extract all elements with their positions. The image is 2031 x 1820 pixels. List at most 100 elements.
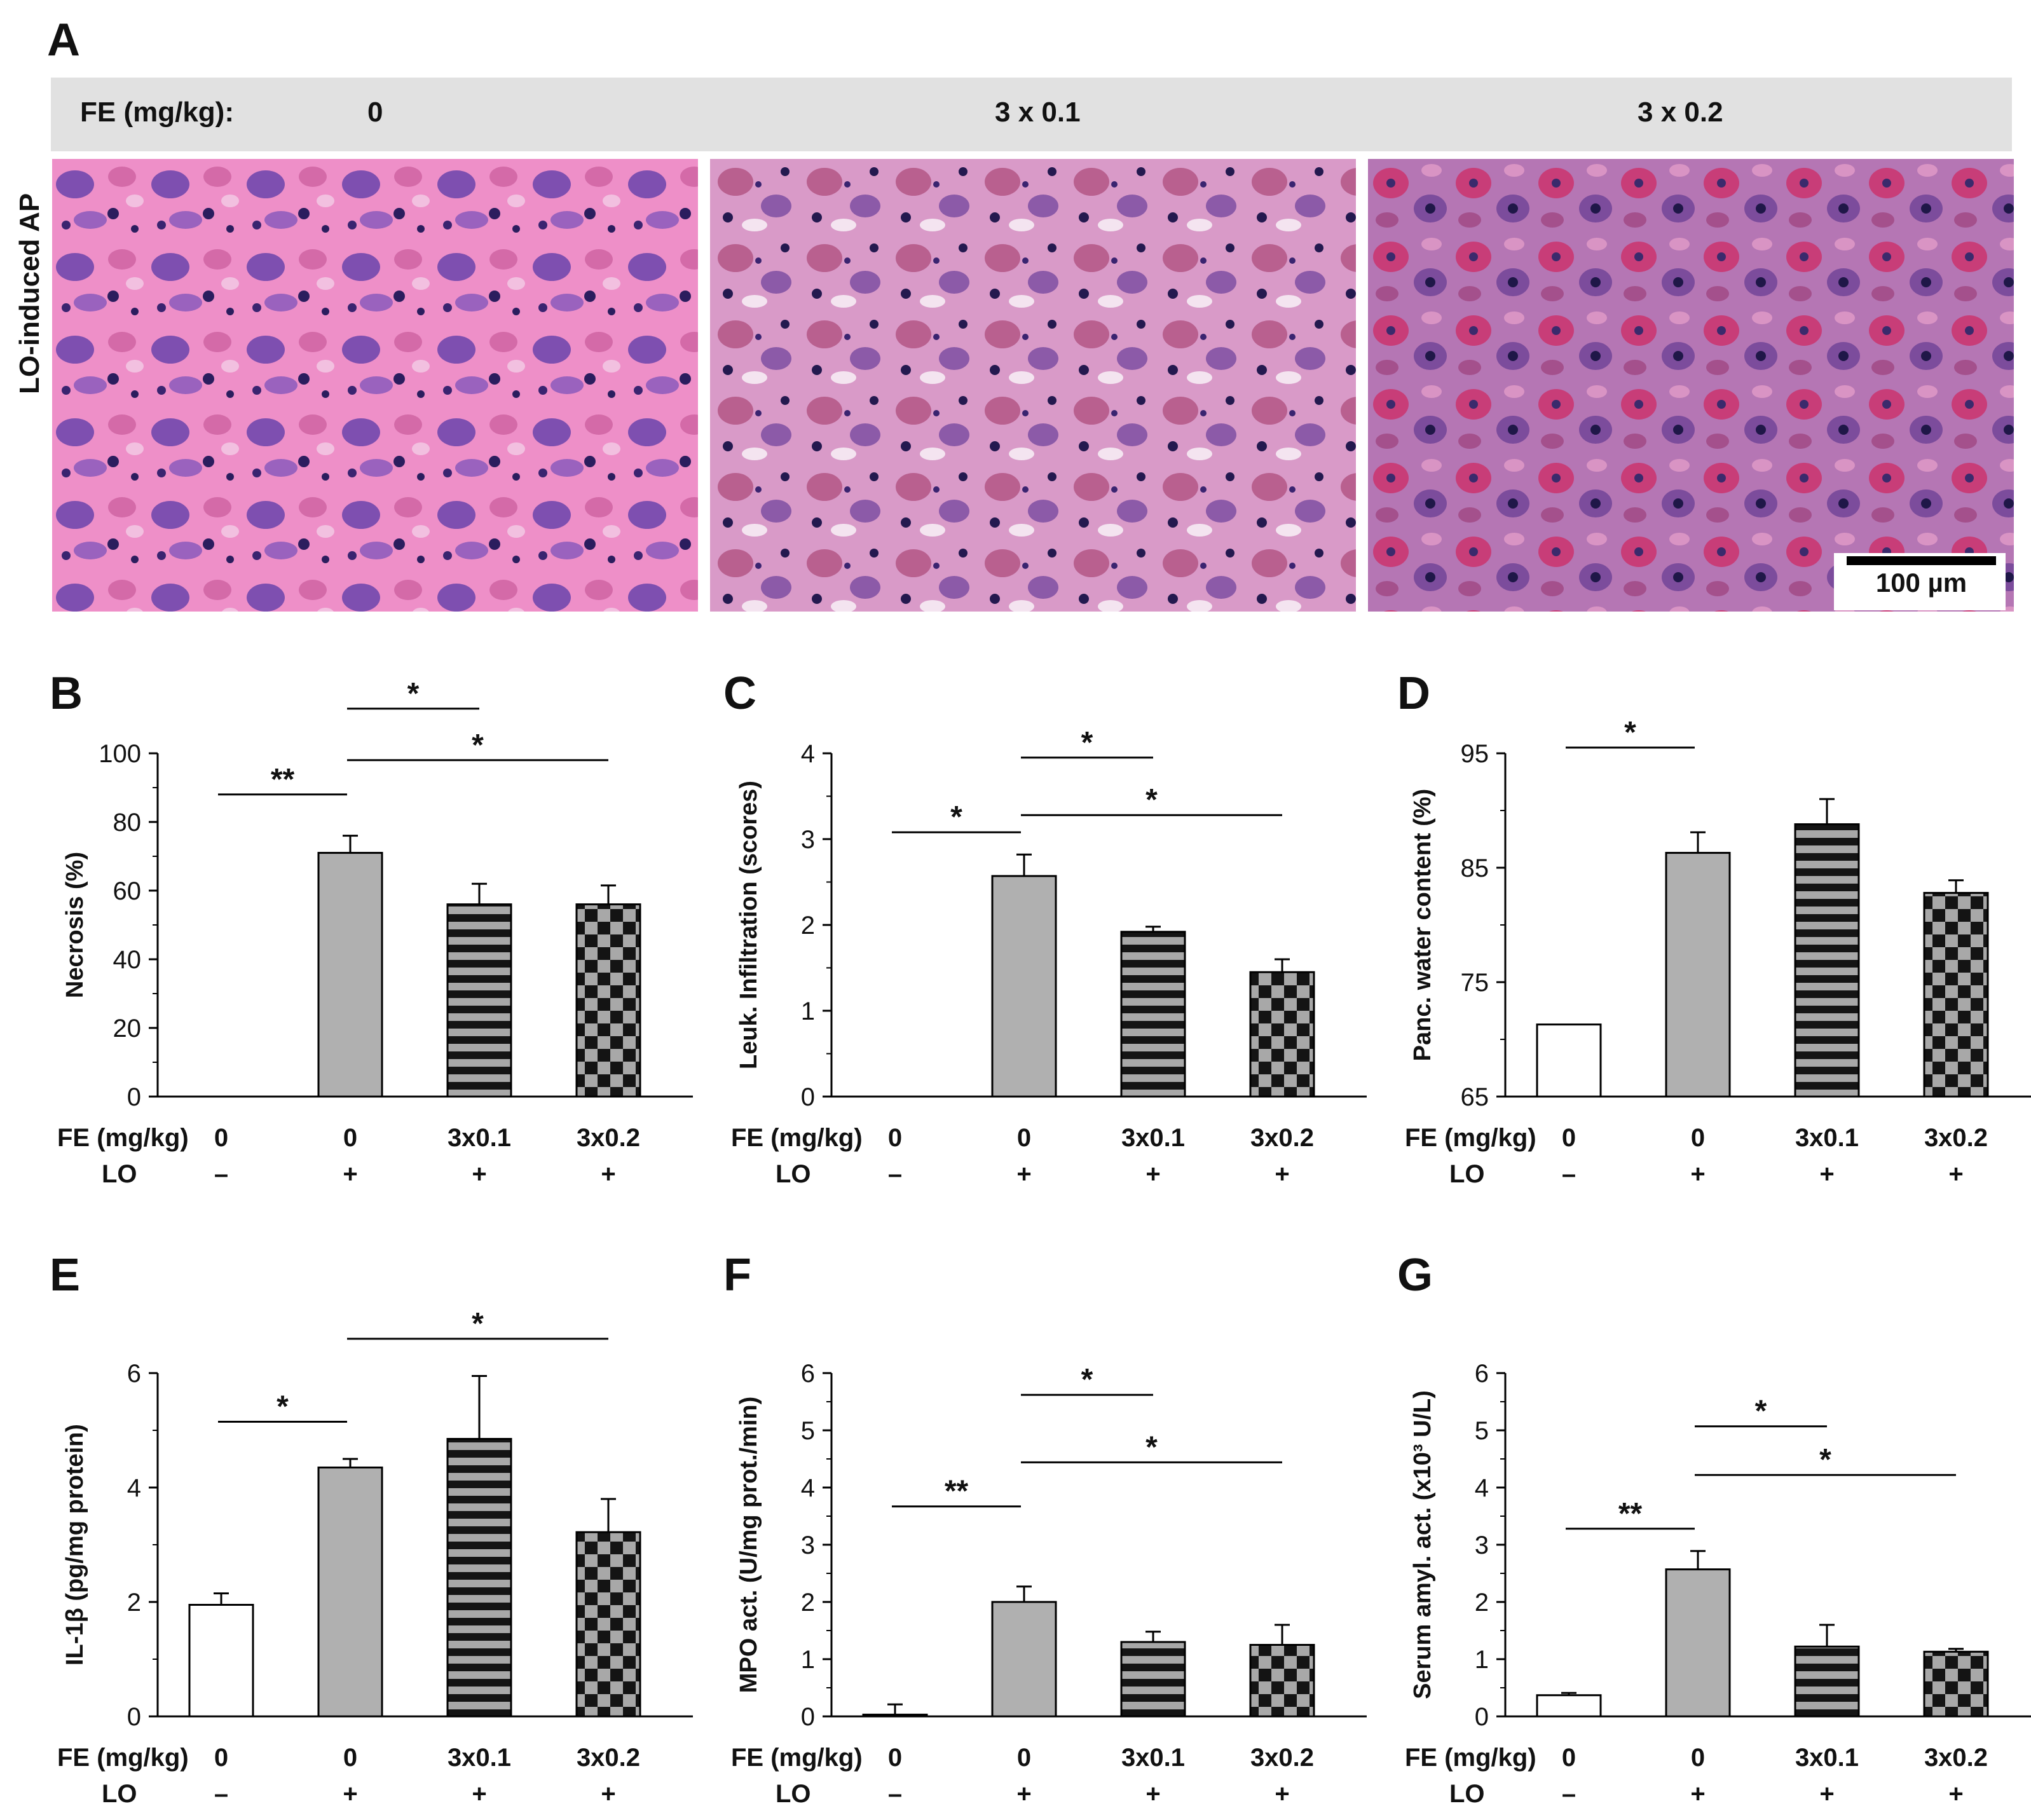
scale-bar-label: 100 µm [1875, 568, 1967, 598]
lo-row-label: LO [776, 1780, 811, 1808]
lo-value-1: + [1016, 1780, 1031, 1808]
significance-label-1: * [1081, 1363, 1093, 1397]
lo-value-3: + [1948, 1780, 1963, 1808]
significance-label-2: * [472, 729, 484, 762]
lo-row-label: LO [102, 1780, 137, 1808]
lo-value-1: + [343, 1780, 357, 1808]
y-tick-label: 6 [801, 1360, 815, 1388]
fe-value-2: 3x0.1 [448, 1124, 511, 1152]
dose-header-bar [51, 78, 2012, 151]
bar-1 [991, 875, 1057, 1098]
dose-label-2: 3 x 0.1 [995, 97, 1081, 128]
y-tick-label: 0 [801, 1703, 815, 1731]
y-tick-label: 0 [801, 1083, 815, 1111]
bar-0 [1536, 1694, 1602, 1718]
y-tick-label: 2 [127, 1589, 141, 1617]
significance-label-0: * [950, 800, 962, 834]
fe-row-label: FE (mg/kg) [731, 1744, 863, 1772]
fe-value-0: 0 [888, 1124, 902, 1152]
bar-2 [1794, 1645, 1860, 1718]
y-tick-label: 20 [113, 1015, 142, 1043]
fe-value-1: 0 [343, 1744, 357, 1772]
fe-value-2: 3x0.1 [448, 1744, 511, 1772]
bar-2 [1120, 1641, 1186, 1718]
y-tick-label: 85 [1461, 854, 1489, 882]
significance-label-0: * [1624, 716, 1636, 749]
y-tick-label: 95 [1461, 740, 1489, 768]
panel-letter-a: A [47, 15, 80, 65]
bar-0 [1536, 1023, 1602, 1098]
y-tick-label: 3 [801, 826, 815, 854]
y-tick-label: 2 [801, 1589, 815, 1617]
bar-0 [188, 1604, 254, 1718]
y-tick-label: 4 [127, 1474, 141, 1502]
fe-value-1: 0 [1017, 1744, 1031, 1772]
y-axis-label: Necrosis (%) [62, 852, 88, 998]
lo-value-3: + [601, 1780, 615, 1808]
dose-header-label: FE (mg/kg): [80, 97, 234, 128]
bar-3 [1923, 1650, 1989, 1718]
chart-c: C 0 1 2 3 4 Leuk. Infiltration (scores) * * * FE (… [723, 668, 1367, 1188]
lo-row-label: LO [776, 1160, 811, 1188]
significance-label-2: * [1145, 783, 1158, 817]
bar-2 [446, 1438, 512, 1718]
lo-value-0: – [214, 1780, 228, 1808]
y-axis-label: Serum amyl. act. (x10³ U/L) [1409, 1390, 1436, 1699]
fe-value-0: 0 [214, 1124, 228, 1152]
histology-image-3 [1368, 159, 2014, 612]
y-tick-label: 0 [127, 1703, 141, 1731]
significance-label-0: * [277, 1390, 289, 1424]
fe-row-label: FE (mg/kg) [1405, 1124, 1536, 1152]
fe-value-3: 3x0.2 [1250, 1124, 1314, 1152]
lo-value-1: + [1016, 1160, 1031, 1188]
bar-1 [991, 1601, 1057, 1718]
significance-label-0: ** [945, 1475, 969, 1509]
lo-value-2: + [472, 1160, 486, 1188]
side-label: LO-induced AP [14, 193, 45, 394]
y-tick-label: 75 [1461, 969, 1489, 997]
y-tick-label: 0 [127, 1083, 141, 1111]
y-axis-label: MPO act. (U/mg prot./min) [735, 1397, 762, 1693]
bar-1 [317, 852, 383, 1098]
bar-2 [1120, 931, 1186, 1098]
lo-value-3: + [1275, 1780, 1289, 1808]
chart-d: D 65 75 85 95 Panc. water content (%) * FE (mg/… [1397, 668, 2031, 1188]
y-axis-label: Panc. water content (%) [1409, 789, 1436, 1062]
fe-value-1: 0 [343, 1124, 357, 1152]
significance-label-0: ** [271, 763, 295, 797]
panel-letter-b: B [50, 668, 83, 719]
fe-value-2: 3x0.1 [1121, 1744, 1185, 1772]
y-tick-label: 4 [1475, 1474, 1489, 1502]
fe-row-label: FE (mg/kg) [57, 1744, 189, 1772]
fe-value-0: 0 [214, 1744, 228, 1772]
y-tick-label: 0 [1475, 1703, 1489, 1731]
lo-row-label: LO [102, 1160, 137, 1188]
lo-value-2: + [1145, 1780, 1160, 1808]
y-tick-label: 2 [1475, 1589, 1489, 1617]
lo-value-0: – [888, 1780, 902, 1808]
lo-value-2: + [472, 1780, 486, 1808]
fe-value-0: 0 [1562, 1744, 1576, 1772]
panel-letter-g: G [1397, 1250, 1433, 1301]
lo-value-3: + [601, 1160, 615, 1188]
lo-value-1: + [343, 1160, 357, 1188]
fe-value-3: 3x0.2 [1924, 1744, 1988, 1772]
y-tick-label: 1 [801, 997, 815, 1025]
lo-row-label: LO [1449, 1780, 1485, 1808]
y-tick-label: 65 [1461, 1083, 1489, 1111]
dose-label-3: 3 x 0.2 [1638, 97, 1723, 128]
chart-e: E 0 2 4 6 IL-1β (pg/mg protein) * * FE (mg/kg) LO… [50, 1250, 693, 1808]
significance-label-1: * [472, 1307, 484, 1341]
lo-row-label: LO [1449, 1160, 1485, 1188]
lo-value-2: + [1819, 1780, 1834, 1808]
bar-2 [1794, 823, 1860, 1098]
bar-3 [575, 903, 641, 1098]
fe-value-3: 3x0.2 [1924, 1124, 1988, 1152]
scale-bar [1847, 556, 1996, 565]
lo-value-3: + [1275, 1160, 1289, 1188]
y-tick-label: 4 [801, 740, 815, 768]
y-axis-label: Leuk. Infiltration (scores) [735, 781, 762, 1069]
significance-label-2: * [1145, 1430, 1158, 1464]
